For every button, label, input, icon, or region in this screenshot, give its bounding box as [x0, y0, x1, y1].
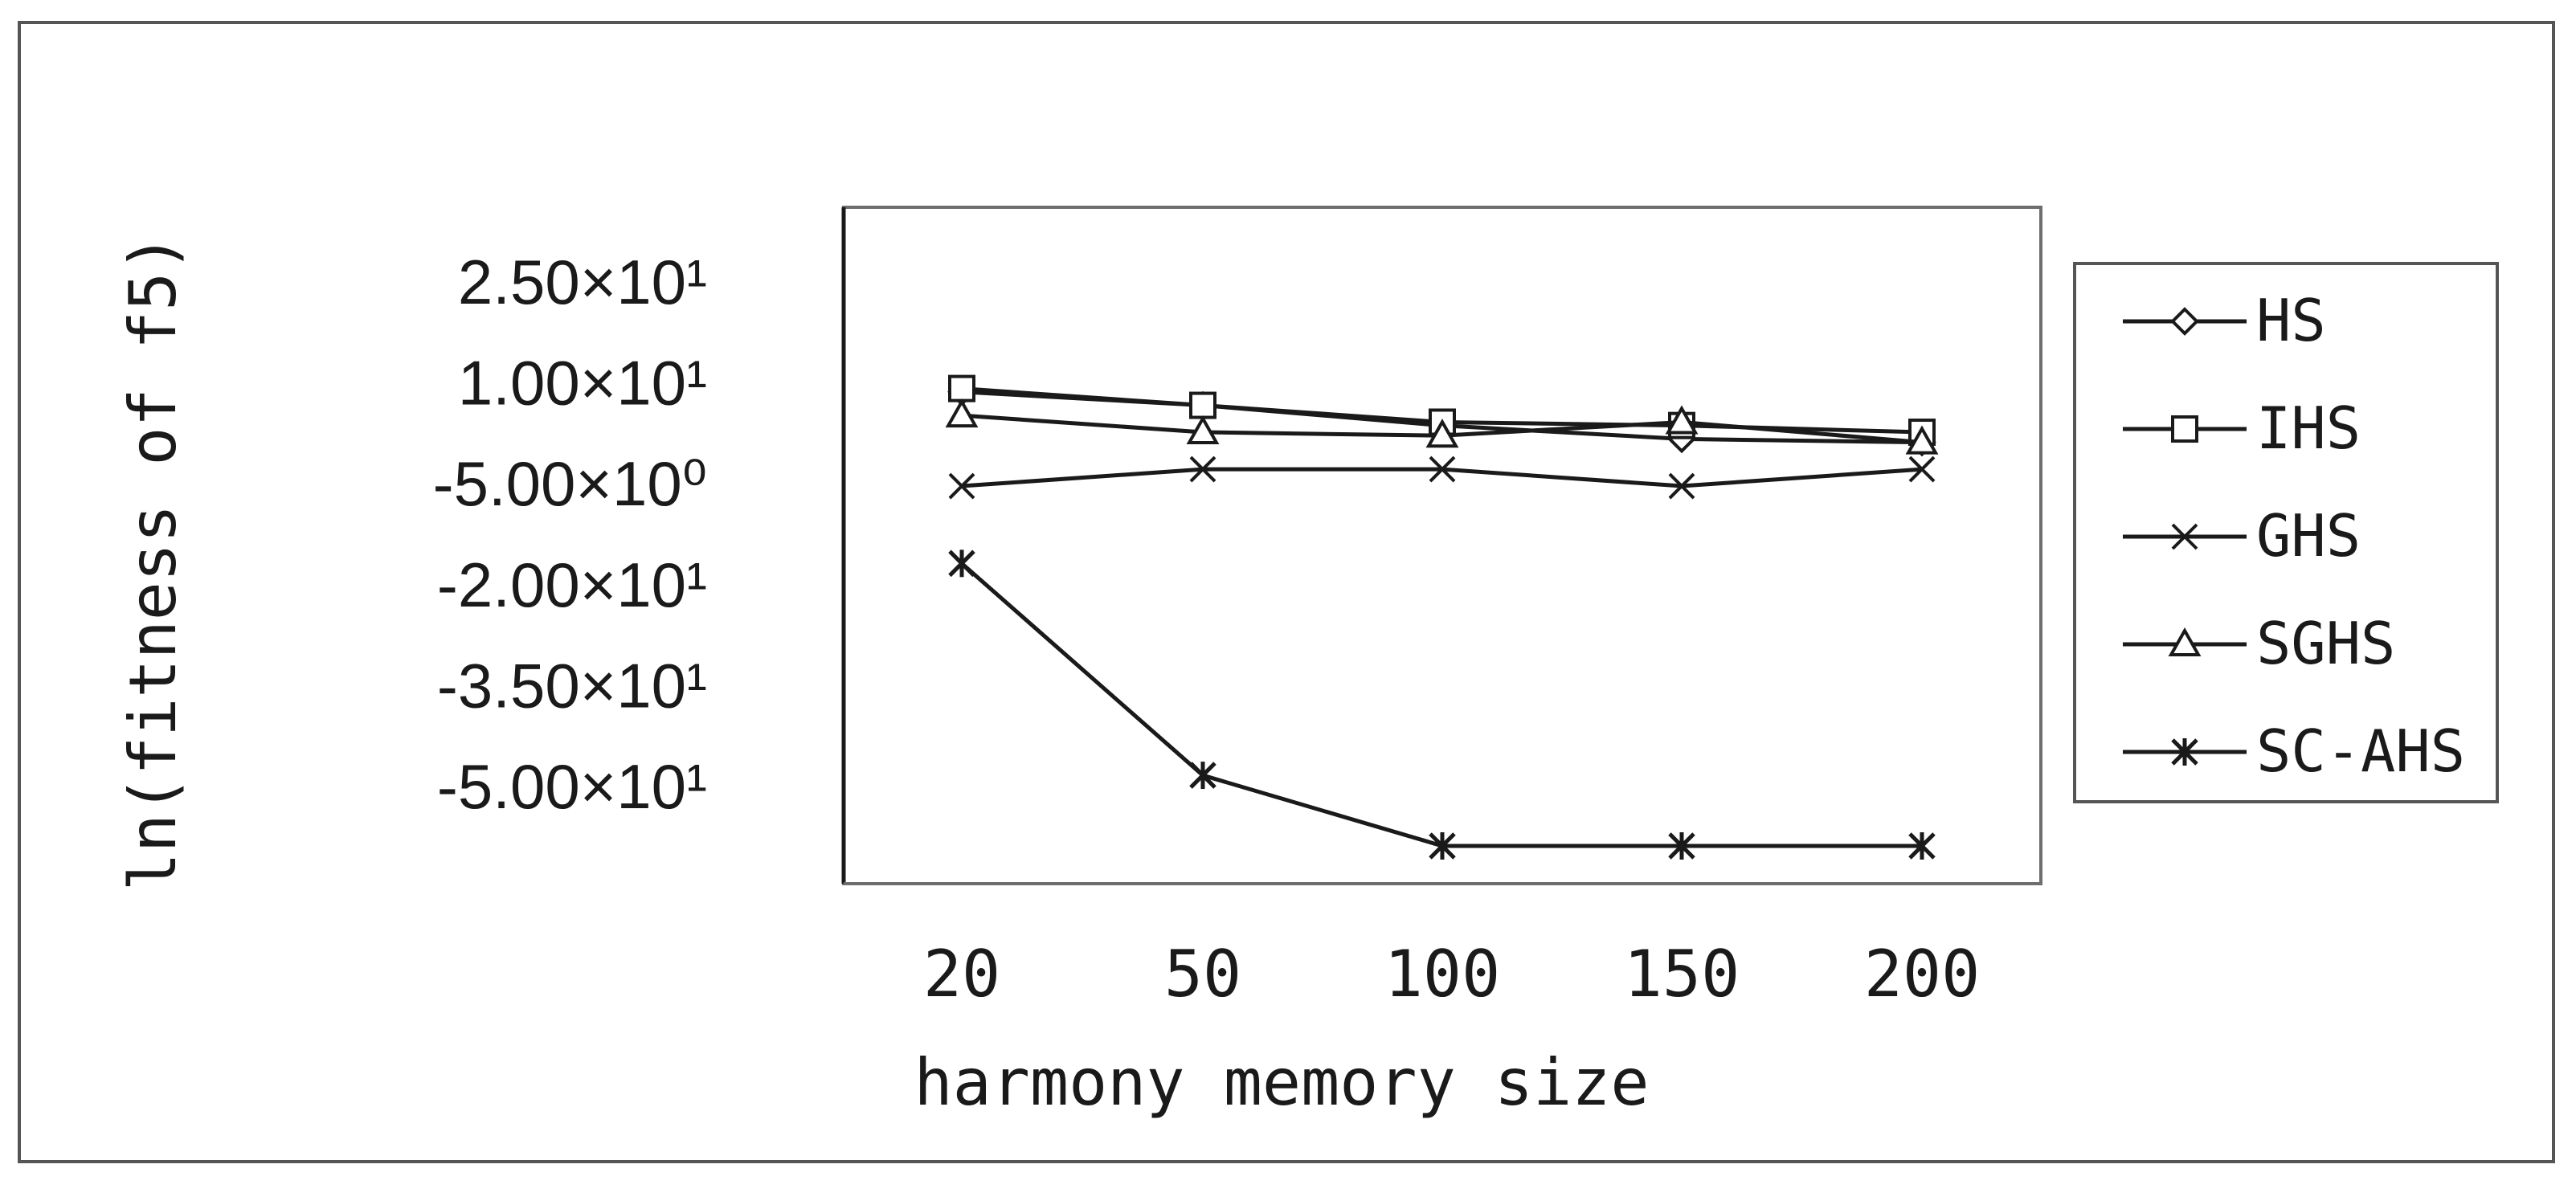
data-point-ghs	[1668, 472, 1695, 500]
data-point-sghs	[1186, 415, 1220, 445]
series-sghs	[945, 398, 1939, 455]
series-line-sc-ahs	[960, 562, 1922, 848]
x-tick-label: 150	[1624, 937, 1740, 1011]
legend-marker	[2171, 738, 2198, 766]
legend-item-hs: HS	[2123, 287, 2326, 354]
y-tick-label: -3.50×10¹	[437, 650, 707, 721]
legend-marker	[2171, 415, 2198, 443]
x-tick-labels: 20 50 100 150 200	[923, 937, 1980, 1011]
series-ghs	[948, 456, 1936, 500]
data-point-sc-ahs	[1429, 832, 1456, 860]
figure-frame	[18, 21, 2555, 1163]
x-tick-label: 100	[1384, 937, 1501, 1011]
y-tick-label: 1.00×10¹	[458, 348, 707, 419]
x-tick-label: 200	[1864, 937, 1981, 1011]
legend: HS IHS GHS SGHS SC-AHS	[2073, 262, 2499, 803]
legend-item-ihs: IHS	[2123, 394, 2361, 462]
x-tick-label: 50	[1164, 937, 1241, 1011]
data-point-sc-ahs	[1189, 762, 1216, 790]
legend-label: SC-AHS	[2256, 717, 2465, 785]
data-point-sghs	[945, 398, 979, 428]
data-point-ghs	[948, 472, 975, 500]
data-point-sc-ahs	[1668, 832, 1695, 860]
legend-marker	[2170, 307, 2199, 336]
y-axis-label: ln(fitness of f5)	[116, 234, 190, 892]
data-point-sc-ahs	[1908, 832, 1936, 860]
y-tick-label: 2.50×10¹	[458, 247, 707, 317]
legend-item-ghs: GHS	[2123, 502, 2361, 570]
data-point-sghs	[1665, 405, 1699, 435]
data-point-sc-ahs	[948, 549, 975, 578]
plot-area	[842, 206, 2042, 885]
series-layer	[945, 374, 1939, 860]
y-tick-label: -2.00×10¹	[437, 549, 707, 620]
legend-label: SGHS	[2256, 610, 2395, 677]
x-axis-label: harmony memory size	[914, 1045, 1649, 1120]
legend-label: GHS	[2256, 502, 2361, 570]
legend-box	[2073, 262, 2499, 803]
series-sc-ahs	[948, 549, 1936, 860]
legend-label: HS	[2256, 287, 2326, 354]
data-point-sghs	[1905, 425, 1939, 455]
legend-items: HS IHS GHS SGHS SC-AHS	[2123, 287, 2465, 785]
data-point-ihs	[1189, 391, 1216, 419]
legend-label: IHS	[2256, 394, 2361, 462]
data-point-ghs	[1908, 456, 1936, 483]
legend-marker	[2168, 627, 2202, 656]
legend-item-sghs: SGHS	[2123, 610, 2395, 677]
legend-marker	[2171, 523, 2198, 550]
data-point-ghs	[1429, 456, 1456, 483]
data-point-ghs	[1189, 456, 1216, 483]
legend-item-sc-ahs: SC-AHS	[2123, 717, 2465, 785]
data-point-ihs	[948, 374, 975, 402]
data-point-sghs	[1425, 419, 1459, 448]
y-tick-label: -5.00×10¹	[437, 751, 707, 822]
y-tick-label: -5.00×10⁰	[433, 448, 707, 519]
x-tick-label: 20	[923, 937, 1000, 1011]
y-tick-labels: 2.50×10¹ 1.00×10¹ -5.00×10⁰ -2.00×10¹ -3.50×…	[433, 247, 707, 822]
